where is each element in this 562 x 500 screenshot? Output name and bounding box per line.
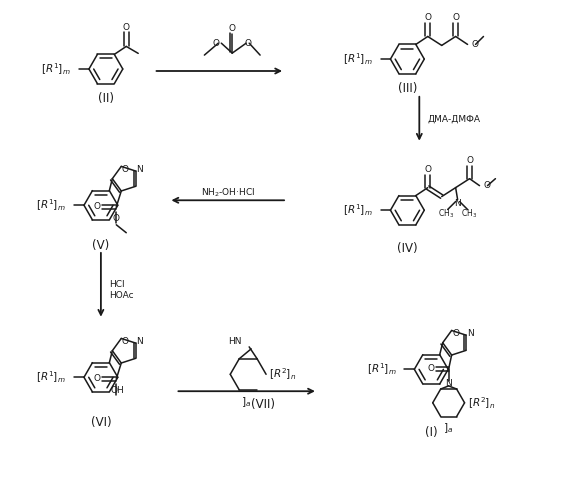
Text: $[R^1]_m$: $[R^1]_m$ [343,52,373,67]
Text: $[R^2]_n$: $[R^2]_n$ [468,395,495,410]
Text: O: O [466,156,473,166]
Text: O: O [483,181,491,190]
Text: $[R^1]_m$: $[R^1]_m$ [367,362,396,377]
Text: ДМА-ДМФА: ДМА-ДМФА [427,114,481,123]
Text: HCl: HCl [109,280,124,289]
Text: (III): (III) [398,82,417,96]
Text: N: N [137,164,143,173]
Text: O: O [94,374,101,384]
Text: N: N [137,336,143,345]
Text: (II): (II) [98,92,114,106]
Text: $]_a$: $]_a$ [241,395,251,408]
Text: O: O [452,329,459,338]
Text: N: N [454,199,461,208]
Text: O: O [427,364,434,374]
Text: (I): (I) [425,426,438,439]
Text: $[R^1]_m$: $[R^1]_m$ [37,198,66,213]
Text: O: O [94,202,101,211]
Text: N: N [445,380,452,388]
Text: CH$_3$: CH$_3$ [461,207,478,220]
Text: $[R^1]_m$: $[R^1]_m$ [343,202,373,218]
Text: $[R^1]_m$: $[R^1]_m$ [37,370,66,385]
Text: $]_a$: $]_a$ [443,422,453,436]
Text: (VII): (VII) [251,398,275,410]
Text: (V): (V) [92,238,110,252]
Text: (IV): (IV) [397,242,418,254]
Text: CH$_3$: CH$_3$ [438,207,454,220]
Text: O: O [452,13,459,22]
Text: O: O [229,24,235,32]
Text: O: O [424,165,431,174]
Text: O: O [122,165,129,174]
Text: OH: OH [110,386,124,396]
Text: N: N [466,328,473,338]
Text: $[R^1]_m$: $[R^1]_m$ [42,61,71,77]
Text: NH$_2$-OH·HCl: NH$_2$-OH·HCl [201,186,255,198]
Text: O: O [424,13,431,22]
Text: HOAc: HOAc [109,291,134,300]
Text: O: O [123,23,130,32]
Text: HN: HN [228,338,241,346]
Text: O: O [113,214,120,224]
Text: O: O [213,38,220,48]
Text: O: O [122,337,129,346]
Text: O: O [472,40,479,49]
Text: $[R^2]_n$: $[R^2]_n$ [269,366,296,382]
Text: O: O [244,38,252,48]
Text: (VI): (VI) [90,416,111,428]
